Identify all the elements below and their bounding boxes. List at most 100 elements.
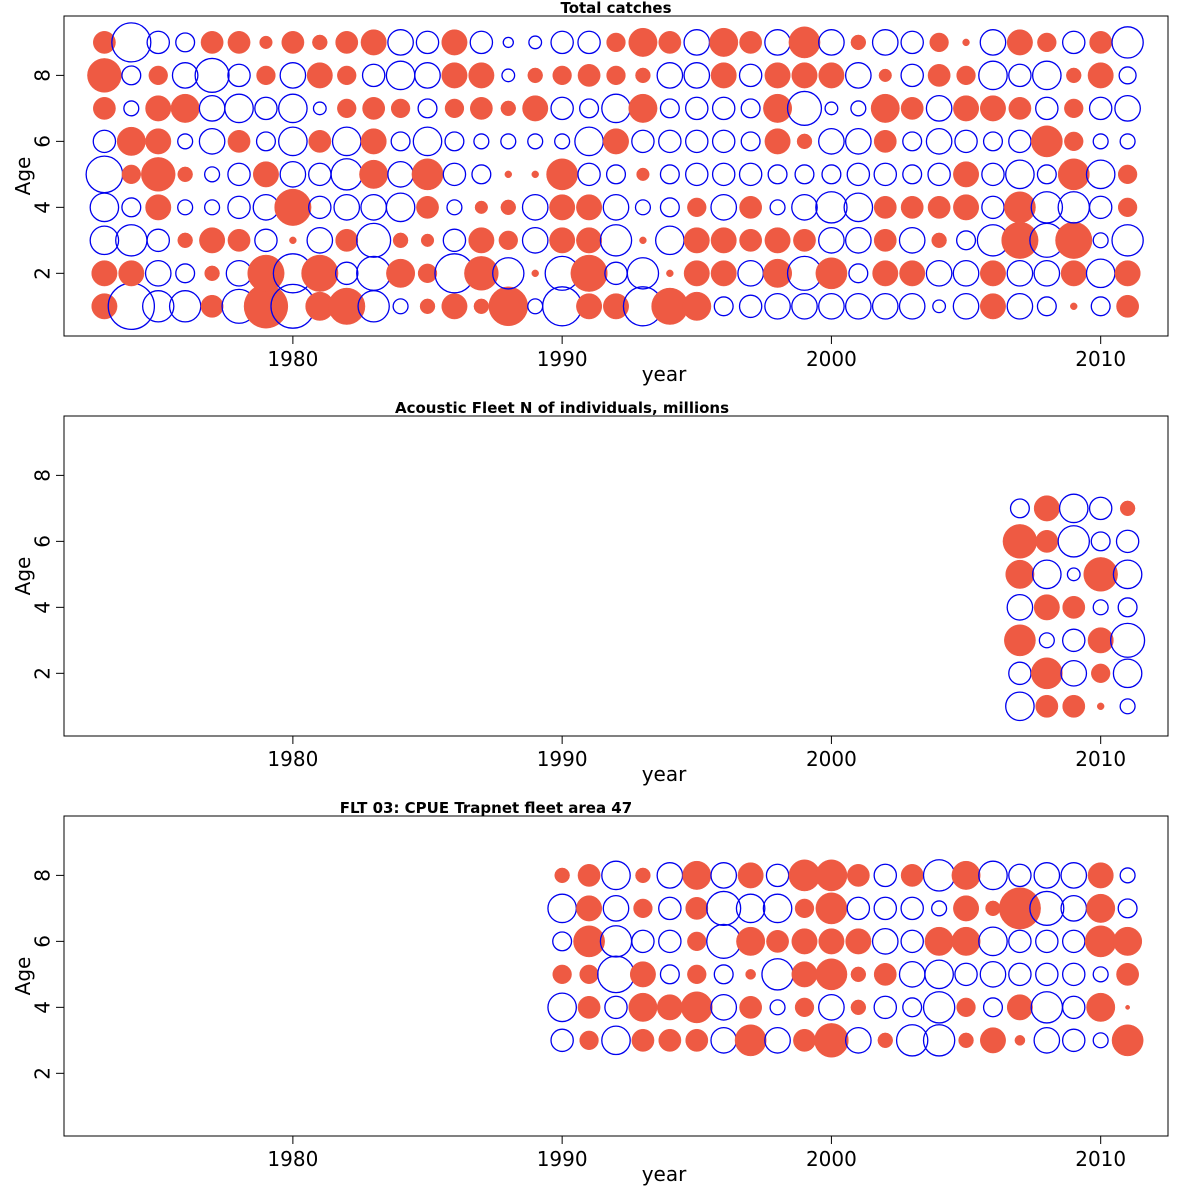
bubble-negative	[844, 1026, 872, 1054]
x-tick-label: 1990	[537, 347, 588, 371]
bubble-negative	[227, 162, 251, 187]
bubble-positive	[793, 1028, 816, 1052]
bubble-positive	[118, 260, 145, 287]
bubble-negative	[631, 129, 655, 154]
bubble-positive	[259, 35, 273, 49]
bubble-positive	[980, 293, 1006, 320]
y-tick-label: 8	[31, 469, 55, 482]
bubble-negative	[1009, 498, 1030, 519]
bubble-negative	[1112, 658, 1143, 689]
bubble-positive	[549, 227, 576, 254]
bubble-negative	[706, 923, 742, 959]
x-axis-label: year	[642, 1162, 687, 1186]
bubble-negative	[1085, 159, 1116, 190]
panel-title: Acoustic Fleet N of individuals, million…	[395, 399, 729, 417]
bubble-negative	[1057, 525, 1091, 558]
bubble-negative	[659, 164, 680, 185]
bubble-negative	[121, 197, 142, 218]
bubble-negative	[527, 298, 544, 315]
bubble-positive	[1113, 926, 1143, 956]
bubble-positive	[958, 1032, 974, 1049]
bubble-positive	[656, 994, 683, 1021]
bubble-negative	[279, 160, 307, 188]
y-tick-label: 6	[31, 135, 55, 148]
bubble-positive	[788, 859, 821, 892]
y-tick-label: 2	[31, 1067, 55, 1080]
bubble-positive	[794, 898, 815, 919]
bubble-negative	[658, 929, 682, 954]
bubble-positive	[633, 898, 653, 919]
bubble-positive	[417, 263, 438, 283]
bubble-positive	[685, 1028, 709, 1052]
bubble-positive	[1033, 594, 1060, 621]
bubble-positive	[204, 265, 220, 282]
bubble-negative	[85, 155, 124, 194]
bubble-positive	[579, 1030, 599, 1050]
bubble-negative	[1119, 133, 1136, 150]
bubble-positive	[873, 228, 897, 252]
y-tick-label: 4	[31, 201, 55, 214]
bubble-positive	[658, 31, 682, 54]
bubble-negative	[541, 286, 583, 327]
bubble-positive	[522, 95, 549, 122]
x-tick-label: 2010	[1075, 747, 1126, 771]
bubble-positive	[685, 897, 709, 920]
bubble-positive	[531, 269, 539, 278]
bubble-negative	[1085, 258, 1116, 289]
bubble-positive	[682, 291, 712, 321]
bubble-positive	[1033, 495, 1060, 522]
panel-3: FLT 03: CPUE Trapnet fleet area 47 1980 19…	[11, 799, 1169, 1186]
bubble-negative	[956, 230, 977, 251]
bubble-positive	[177, 166, 193, 183]
bubble-negative	[204, 199, 221, 216]
bubble-negative	[765, 863, 790, 888]
bubble-negative	[711, 96, 736, 121]
bubble-positive	[274, 188, 312, 226]
bubble-negative	[902, 164, 923, 185]
bubble-negative	[331, 126, 362, 157]
bubble-positive	[312, 34, 328, 51]
bubble-positive	[1008, 97, 1032, 120]
bubble-positive	[606, 32, 626, 53]
bubble-positive	[570, 254, 608, 292]
bubble-positive	[1089, 31, 1113, 54]
bubble-positive	[739, 31, 763, 54]
bubble-positive	[1086, 992, 1116, 1022]
bubble-negative	[550, 30, 574, 55]
bubble-positive	[1125, 1004, 1130, 1010]
bubble-positive	[953, 194, 980, 221]
bubble-negative	[1060, 659, 1088, 687]
bubble-negative	[848, 263, 869, 284]
bubble-negative	[927, 162, 951, 187]
bubble-positive	[953, 895, 980, 922]
bubble-positive	[360, 128, 387, 155]
bubble-negative	[1088, 496, 1113, 521]
bubble-positive	[1116, 962, 1139, 986]
bubble-negative	[762, 893, 793, 924]
bubble-positive	[763, 93, 793, 123]
bubble-positive	[764, 62, 791, 89]
bubble-positive	[469, 97, 493, 120]
bubble-positive	[576, 194, 603, 221]
bubble-positive	[554, 867, 570, 884]
bubble-negative	[659, 964, 680, 985]
bubble-negative	[1008, 63, 1032, 88]
bubble-negative	[1088, 195, 1113, 220]
bubble-positive	[419, 298, 436, 314]
bubble-positive	[850, 966, 867, 983]
bubble-negative	[356, 222, 392, 258]
bubble-negative	[1111, 224, 1144, 257]
bubble-negative	[385, 60, 416, 91]
bubble-positive	[549, 194, 576, 221]
bubble-positive	[788, 26, 821, 59]
bubble-negative	[1035, 929, 1059, 954]
bubble-negative	[710, 862, 738, 889]
bubble-negative	[1111, 26, 1144, 59]
bubble-positive	[1091, 663, 1111, 683]
bubble-negative	[1060, 895, 1088, 922]
bubble-negative	[1030, 191, 1064, 224]
bubble-positive	[682, 860, 712, 890]
bubble-negative	[224, 93, 254, 124]
bubble-positive	[1087, 627, 1114, 654]
bubble-negative	[1092, 966, 1109, 983]
